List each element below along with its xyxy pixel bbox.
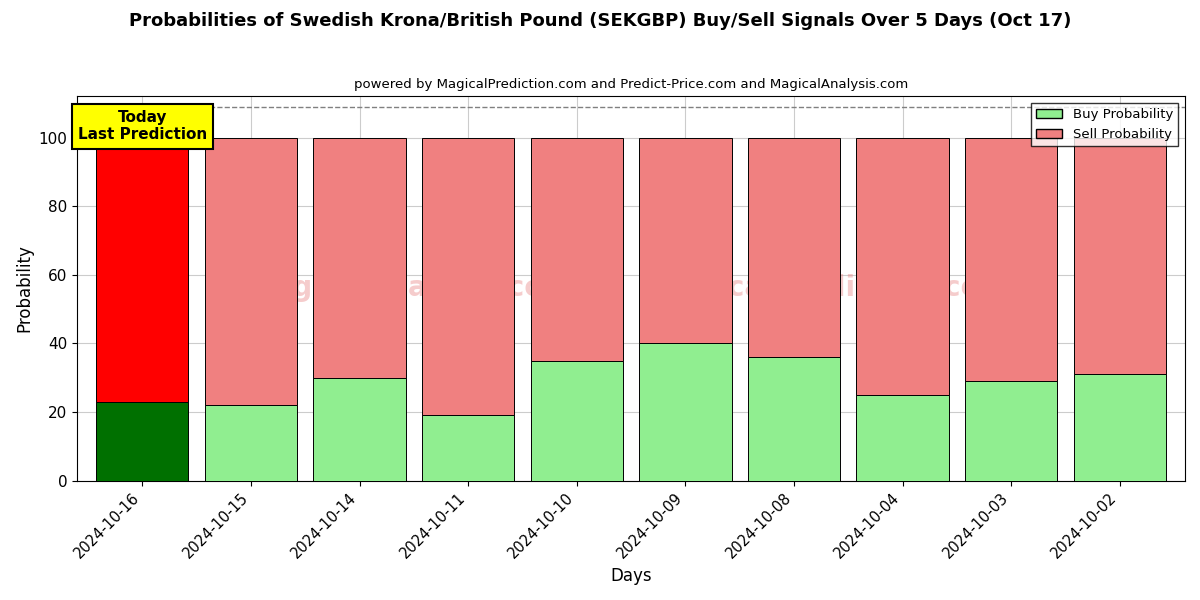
Bar xyxy=(640,343,732,481)
Bar xyxy=(965,137,1057,381)
Bar xyxy=(205,405,298,481)
Title: powered by MagicalPrediction.com and Predict-Price.com and MagicalAnalysis.com: powered by MagicalPrediction.com and Pre… xyxy=(354,78,908,91)
Text: Today
Last Prediction: Today Last Prediction xyxy=(78,110,206,142)
Bar xyxy=(1074,137,1166,374)
Bar xyxy=(96,137,188,402)
Bar xyxy=(965,381,1057,481)
Bar xyxy=(422,415,515,481)
Bar xyxy=(640,137,732,343)
Bar xyxy=(313,137,406,378)
Bar xyxy=(748,137,840,357)
Legend: Buy Probability, Sell Probability: Buy Probability, Sell Probability xyxy=(1031,103,1178,146)
Bar xyxy=(857,137,949,395)
Bar xyxy=(96,402,188,481)
Bar xyxy=(530,137,623,361)
Text: Probabilities of Swedish Krona/British Pound (SEKGBP) Buy/Sell Signals Over 5 Da: Probabilities of Swedish Krona/British P… xyxy=(128,12,1072,30)
Y-axis label: Probability: Probability xyxy=(14,245,32,332)
Text: MagicalPrediction.com: MagicalPrediction.com xyxy=(653,274,1009,302)
Text: MagicalAnalysis.com: MagicalAnalysis.com xyxy=(246,274,572,302)
Bar xyxy=(530,361,623,481)
Bar xyxy=(313,378,406,481)
Bar xyxy=(1074,374,1166,481)
Bar xyxy=(748,357,840,481)
Bar xyxy=(857,395,949,481)
Bar xyxy=(205,137,298,405)
X-axis label: Days: Days xyxy=(611,567,652,585)
Bar xyxy=(422,137,515,415)
